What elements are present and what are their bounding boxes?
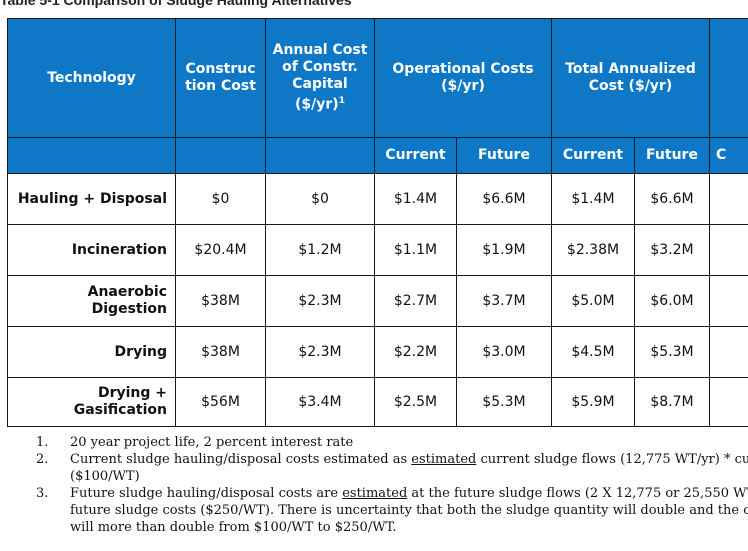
table-row: Drying $38M $2.3M $2.2M $3.0M $4.5M $5.3… <box>7 326 748 378</box>
total-current-cell: $2.38M <box>551 224 635 276</box>
op-current-cell: $2.5M <box>374 377 457 427</box>
partial-cell <box>709 224 748 276</box>
annual-cost-cell: $0 <box>265 173 375 225</box>
footnotes: 1. 20 year project life, 2 percent inter… <box>36 434 748 536</box>
partial-cell <box>709 377 748 427</box>
construction-cost-cell: $38M <box>175 326 266 378</box>
table-row: Hauling + Disposal $0 $0 $1.4M $6.6M $1.… <box>7 173 748 225</box>
annual-cost-cell: $2.3M <box>265 275 375 327</box>
table-row: Drying + Gasification $56M $3.4M $2.5M $5… <box>7 377 748 427</box>
op-future-cell: $3.7M <box>456 275 552 327</box>
footnote-fragment: Future sludge hauling/disposal costs are <box>70 486 343 501</box>
table-caption: Table 5-1 Comparison of Sludge Hauling A… <box>0 0 352 8</box>
footnote-text: Current sludge hauling/disposal costs es… <box>70 451 748 485</box>
technology-cell: Hauling + Disposal <box>7 173 176 225</box>
technology-cell: Drying + Gasification <box>7 377 176 427</box>
annual-cost-cell: $3.4M <box>265 377 375 427</box>
annual-cost-cell: $2.3M <box>265 326 375 378</box>
footnote-number: 2. <box>36 452 49 467</box>
technology-line: Drying + <box>97 385 167 401</box>
header-technology: Technology <box>7 18 176 138</box>
sludge-comparison-table: Technology Construc tion Cost Annual Cos… <box>7 18 748 427</box>
op-future-cell: $3.0M <box>456 326 552 378</box>
partial-cell <box>709 275 748 327</box>
footnote-1: 1. 20 year project life, 2 percent inter… <box>36 434 748 451</box>
subheader-empty <box>175 137 266 174</box>
footnote-underline: estimated <box>342 486 408 501</box>
footnote-line: Current sludge hauling/disposal costs es… <box>70 451 748 468</box>
op-current-cell: $1.4M <box>374 173 457 225</box>
footnote-line: future sludge costs ($250/WT). There is … <box>70 503 748 518</box>
header-row-sub: Current Future Current Future C <box>7 137 748 174</box>
op-future-cell: $5.3M <box>456 377 552 427</box>
footnote-underline: estimated <box>411 452 477 467</box>
partial-cell <box>709 173 748 225</box>
header-extra-partial <box>709 18 748 138</box>
partial-cell <box>709 326 748 378</box>
total-current-cell: $1.4M <box>551 173 635 225</box>
header-row-main: Technology Construc tion Cost Annual Cos… <box>7 18 748 138</box>
footnote-number: 3. <box>36 486 49 501</box>
header-construction-cost: Construc tion Cost <box>175 18 266 138</box>
total-current-cell: $5.9M <box>551 377 635 427</box>
total-current-cell: $4.5M <box>551 326 635 378</box>
table-row: Incineration $20.4M $1.2M $1.1M $1.9M $2… <box>7 224 748 276</box>
total-future-cell: $5.3M <box>633 326 711 378</box>
footnote-line: Future sludge hauling/disposal costs are… <box>70 485 748 502</box>
technology-cell: Incineration <box>7 224 176 276</box>
subheader-empty <box>265 137 375 174</box>
subheader-op-future: Future <box>456 137 552 174</box>
footnote-ref: 1 <box>338 96 345 107</box>
op-current-cell: $2.7M <box>374 275 457 327</box>
annual-cost-cell: $1.2M <box>265 224 375 276</box>
header-total-annualized: Total Annualized Cost ($/yr) <box>550 18 711 138</box>
footnote-2: 2. Current sludge hauling/disposal costs… <box>36 451 748 485</box>
footnote-fragment: current sludge flows (12,775 WT/yr) * cu… <box>476 452 748 467</box>
subheader-total-future: Future <box>633 137 711 174</box>
subheader-op-current: Current <box>374 137 457 174</box>
total-future-cell: $3.2M <box>633 224 711 276</box>
footnote-fragment: Current sludge hauling/disposal costs es… <box>70 452 412 467</box>
footnote-line: will more than double from $100/WT to $2… <box>70 520 397 535</box>
subheader-total-current: Current <box>551 137 635 174</box>
subheader-empty <box>7 137 176 174</box>
footnote-text: Future sludge hauling/disposal costs are… <box>70 485 748 536</box>
technology-cell: Anaerobic Digestion <box>7 275 176 327</box>
table-row: Anaerobic Digestion $38M $2.3M $2.7M $3.… <box>7 275 748 327</box>
header-annual-cost: Annual Cost of Constr. Capital ($/yr)1 <box>265 18 375 138</box>
total-future-cell: $6.6M <box>633 173 711 225</box>
op-future-cell: $1.9M <box>456 224 552 276</box>
footnote-line: ($100/WT) <box>70 469 140 484</box>
header-annual-cost-text: Annual Cost of Constr. Capital ($/yr) <box>272 42 368 113</box>
footnote-3: 3. Future sludge hauling/disposal costs … <box>36 485 748 536</box>
op-current-cell: $1.1M <box>374 224 457 276</box>
op-current-cell: $2.2M <box>374 326 457 378</box>
technology-line: Gasification <box>73 402 167 418</box>
subheader-partial: C <box>709 137 748 174</box>
footnote-number: 1. <box>36 435 49 450</box>
total-future-cell: $8.7M <box>633 377 711 427</box>
construction-cost-cell: $20.4M <box>175 224 266 276</box>
footnote-text: 20 year project life, 2 percent interest… <box>70 435 354 450</box>
total-future-cell: $6.0M <box>633 275 711 327</box>
construction-cost-cell: $56M <box>175 377 266 427</box>
total-current-cell: $5.0M <box>551 275 635 327</box>
technology-cell: Drying <box>7 326 176 378</box>
construction-cost-cell: $38M <box>175 275 266 327</box>
footnote-fragment: at the future sludge flows (2 X 12,775 o… <box>407 486 748 501</box>
header-operational-costs: Operational Costs ($/yr) <box>374 18 552 138</box>
construction-cost-cell: $0 <box>175 173 266 225</box>
op-future-cell: $6.6M <box>456 173 552 225</box>
